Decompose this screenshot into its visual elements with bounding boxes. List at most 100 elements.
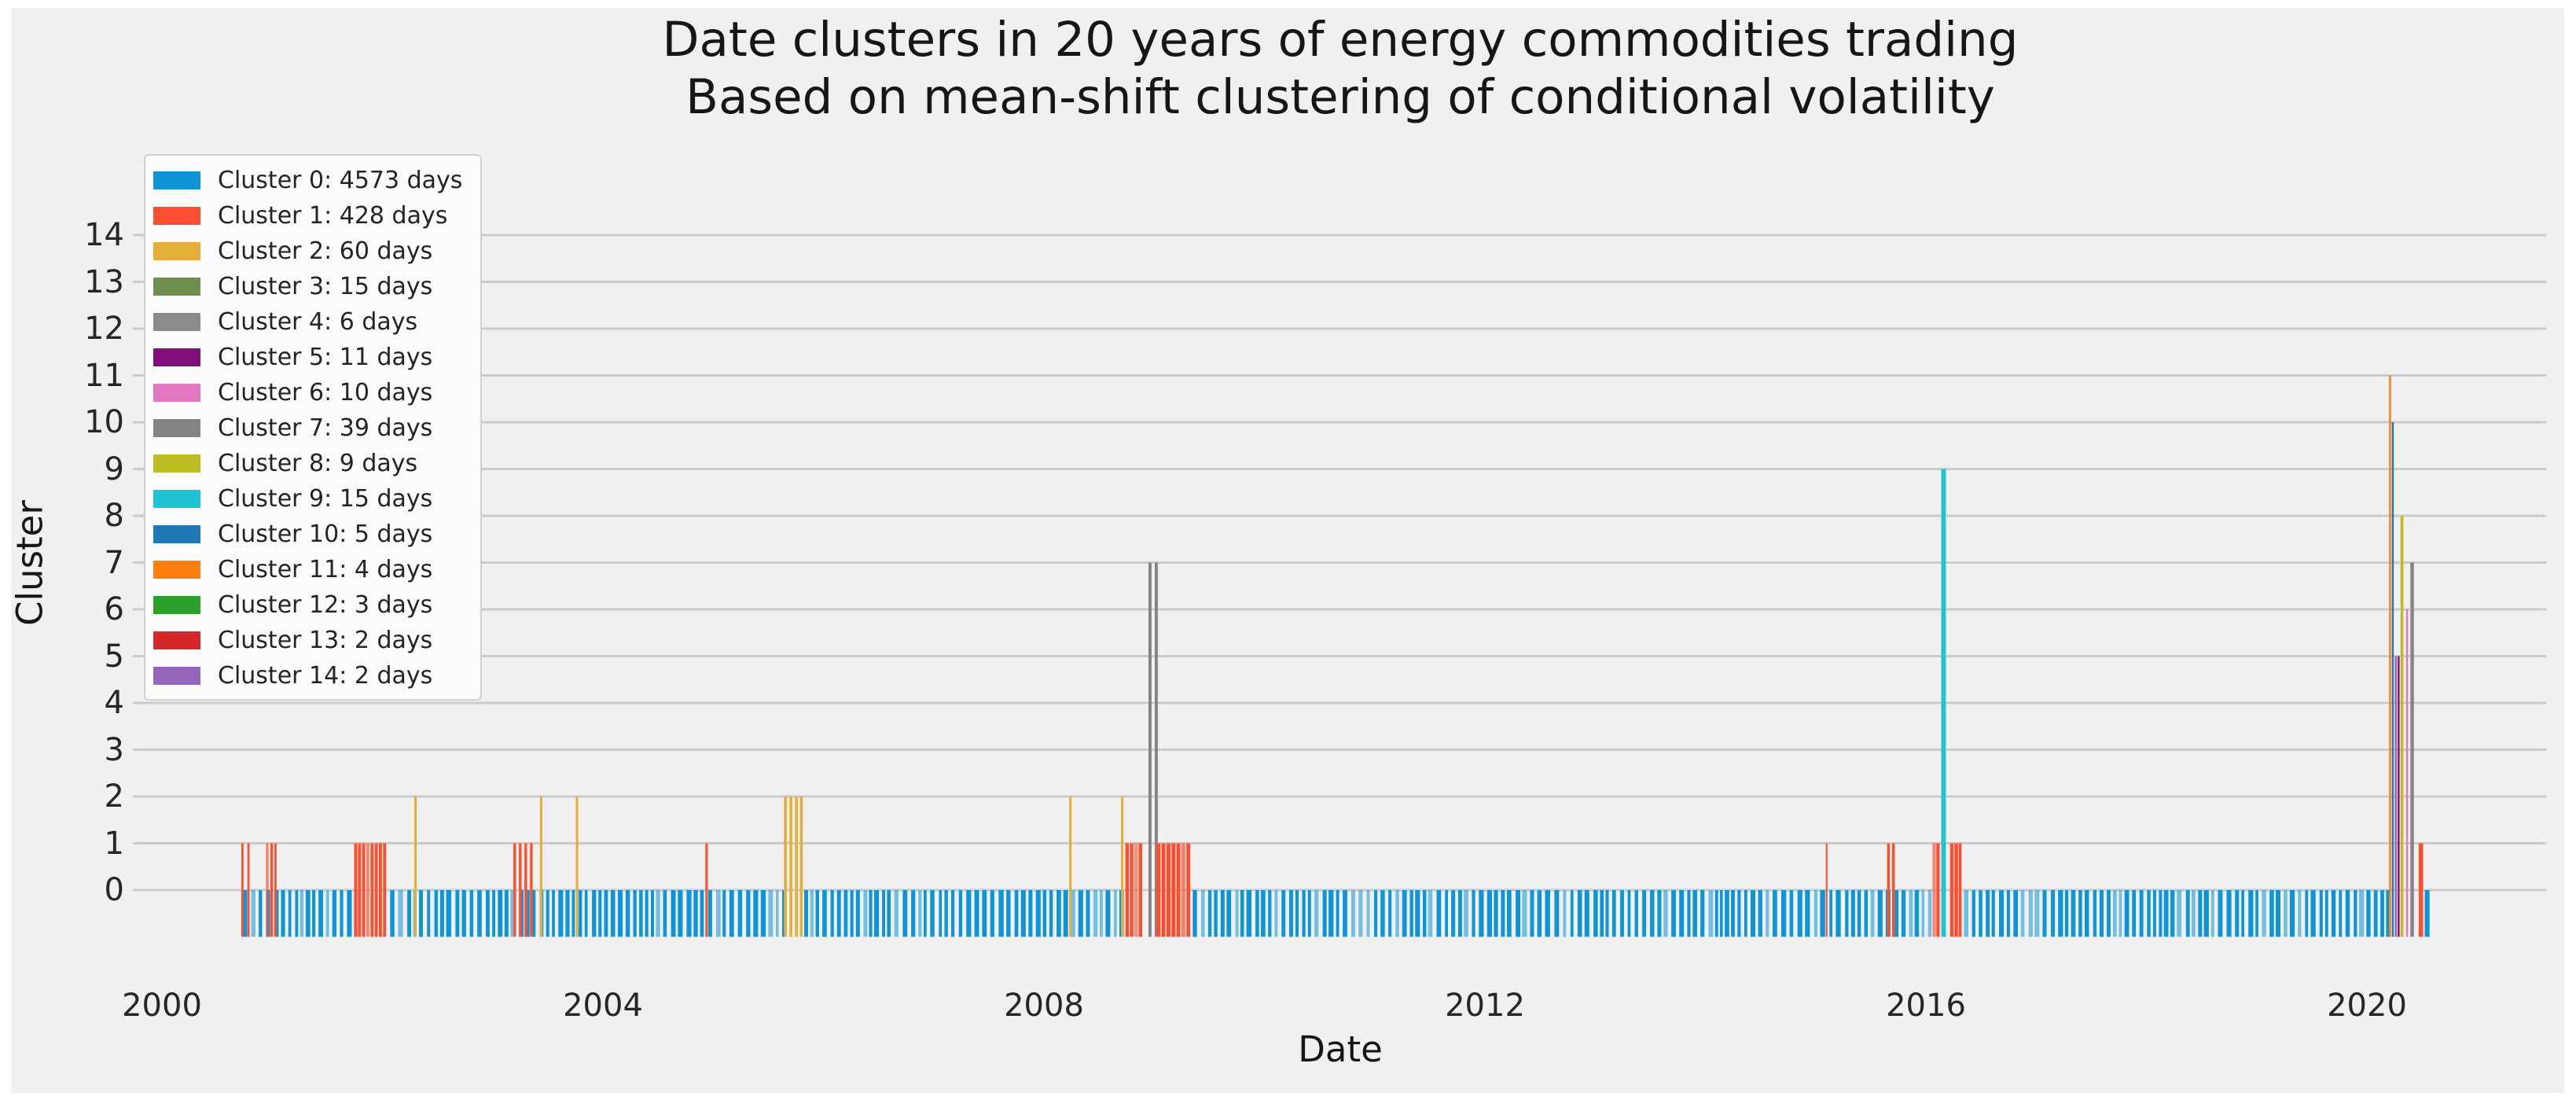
cluster0-bar <box>1679 890 1685 937</box>
cluster0-bar <box>1100 890 1103 937</box>
cluster8-bar <box>2400 516 2404 937</box>
cluster0-bar <box>2345 890 2350 937</box>
cluster1-bar <box>530 843 533 937</box>
legend-item-label: Cluster 11: 4 days <box>218 556 433 583</box>
cluster0-bar <box>1336 890 1339 937</box>
cluster0-bar <box>716 890 721 937</box>
cluster0-bar <box>1577 890 1582 937</box>
cluster0-bar <box>1620 890 1624 937</box>
legend-swatch-icon <box>153 171 200 189</box>
cluster0-bar <box>492 890 495 937</box>
cluster1-bar <box>1954 843 1958 937</box>
cluster0-bar <box>312 890 316 937</box>
cluster0-bar <box>1105 890 1111 937</box>
cluster0-bar <box>565 890 570 937</box>
cluster0-bar <box>251 890 255 937</box>
cluster0-bar <box>2177 890 2182 937</box>
cluster0-bar <box>1671 890 1676 937</box>
cluster0-bar <box>2298 890 2302 937</box>
cluster0-bar <box>1295 890 1299 937</box>
cluster0-bar <box>1692 890 1697 937</box>
legend-swatch-icon <box>153 313 200 331</box>
cluster0-bar <box>461 890 466 937</box>
cluster10-bar <box>2391 422 2394 937</box>
cluster0-bar <box>1901 890 1906 937</box>
cluster0-bar <box>1042 890 1047 937</box>
cluster1-bar <box>1156 843 1161 937</box>
cluster0-bar <box>678 890 683 937</box>
cluster0-bar <box>1829 890 1832 937</box>
cluster0-bar <box>974 890 979 937</box>
cluster0-bar <box>1226 890 1232 937</box>
cluster2-bar <box>1069 796 1072 937</box>
cluster6-bar <box>2405 609 2409 937</box>
cluster0-bar <box>2218 890 2223 937</box>
cluster0-bar <box>2028 890 2033 937</box>
cluster0-bar <box>510 890 516 937</box>
cluster0-bar <box>1600 890 1604 937</box>
legend-item: Cluster 8: 9 days <box>149 446 480 481</box>
cluster0-bar <box>1464 890 1468 937</box>
cluster0-bar <box>1314 890 1319 937</box>
legend-swatch-icon <box>153 207 200 225</box>
cluster1-bar <box>524 843 527 937</box>
cluster0-bar <box>2078 890 2082 937</box>
legend-item-label: Cluster 5: 11 days <box>218 344 433 371</box>
cluster0-bar <box>2354 890 2357 937</box>
cluster0-bar <box>2051 890 2056 937</box>
cluster0-bar <box>584 890 588 937</box>
cluster0-bar <box>1486 890 1492 937</box>
cluster0-bar <box>486 890 490 937</box>
cluster0-bar <box>1766 890 1769 937</box>
cluster0-bar <box>1789 890 1794 937</box>
cluster0-bar <box>1281 890 1286 937</box>
cluster0-bar <box>863 890 868 937</box>
y-tick-label: 0 <box>104 872 124 908</box>
cluster1-bar <box>1171 843 1176 937</box>
cluster0-bar <box>836 890 841 937</box>
y-tick-label: 8 <box>104 498 124 534</box>
cluster0-bar <box>693 890 698 937</box>
cluster0-bar <box>686 890 692 937</box>
cluster0-bar <box>1650 890 1655 937</box>
legend-item: Cluster 0: 4573 days <box>149 163 480 198</box>
cluster0-bar <box>1274 890 1278 937</box>
cluster0-bar <box>2289 890 2295 937</box>
cluster0-bar <box>2255 890 2258 937</box>
cluster0-bar <box>2284 890 2288 937</box>
cluster0-bar <box>822 890 827 937</box>
cluster1-bar <box>1167 843 1170 937</box>
cluster0-bar <box>1611 890 1616 937</box>
legend-item: Cluster 13: 2 days <box>149 623 480 658</box>
cluster0-bar <box>1268 890 1272 937</box>
cluster0-bar <box>911 890 916 937</box>
cluster0-bar <box>1820 890 1825 937</box>
cluster0-bar <box>656 890 660 937</box>
cluster0-bar <box>1870 890 1875 937</box>
cluster1-bar <box>1891 843 1895 937</box>
cluster0-bar <box>1584 890 1589 937</box>
cluster7-bar <box>1155 562 1158 937</box>
cluster0-bar <box>1071 890 1075 937</box>
cluster0-bar <box>1014 890 1019 937</box>
cluster0-bar <box>1415 890 1420 937</box>
y-tick-label: 1 <box>104 825 124 862</box>
cluster1-bar <box>513 843 516 937</box>
cluster0-bar <box>1479 890 1484 937</box>
cluster0-bar <box>760 890 766 937</box>
cluster0-bar <box>1388 890 1392 937</box>
cluster0-bar <box>2085 890 2089 937</box>
cluster0-bar <box>2147 890 2151 937</box>
cluster0-bar <box>1593 890 1598 937</box>
legend-item-label: Cluster 1: 428 days <box>218 202 448 230</box>
y-tick-label: 5 <box>104 638 124 675</box>
cluster1-bar <box>1958 843 1962 937</box>
cluster0-bar <box>243 890 248 937</box>
cluster1-bar <box>1936 843 1940 937</box>
cluster1-bar <box>1125 843 1130 937</box>
cluster0-bar <box>737 890 743 937</box>
cluster0-bar <box>944 890 948 937</box>
cluster0-bar <box>1402 890 1407 937</box>
cluster0-bar <box>1894 890 1899 937</box>
cluster0-bar <box>894 890 898 937</box>
